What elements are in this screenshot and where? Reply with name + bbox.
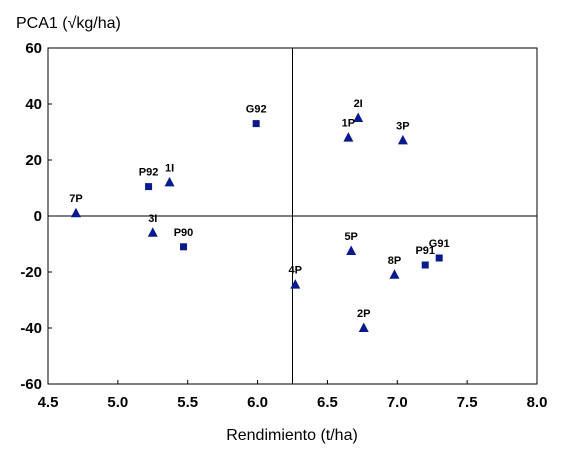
x-tick-label: 8.0 xyxy=(527,394,548,411)
x-tick-label: 4.5 xyxy=(38,394,59,411)
y-tick-label: -40 xyxy=(20,320,42,337)
triangle-marker xyxy=(70,207,81,218)
point-label: P91 xyxy=(415,245,435,257)
point-label: 3P xyxy=(396,120,409,132)
point-label: P90 xyxy=(174,227,194,239)
point-label: G92 xyxy=(246,104,267,116)
triangle-marker xyxy=(343,132,354,142)
triangle-marker xyxy=(164,176,175,187)
y-tick-label: -60 xyxy=(20,376,42,393)
triangle-marker xyxy=(397,134,408,145)
x-axis-title: Rendimiento (t/ha) xyxy=(226,427,358,444)
triangle-marker xyxy=(346,245,357,255)
x-tick-label: 6.5 xyxy=(317,394,338,411)
triangle-marker xyxy=(358,322,369,332)
square-marker xyxy=(180,243,188,251)
y-tick-label: -20 xyxy=(20,264,42,281)
point-label: 4P xyxy=(289,265,302,277)
triangle-marker xyxy=(353,112,364,122)
y-axis-ticks: 60 40 20 0 -20 -40 -60 xyxy=(20,40,52,393)
y-axis-title: PCA1 (√kg/ha) xyxy=(16,15,121,32)
point-label: P92 xyxy=(139,167,159,179)
x-axis-ticks: 4.5 5.0 5.5 6.0 6.5 7.0 7.5 8.0 xyxy=(38,380,548,411)
y-tick-label: 20 xyxy=(25,152,42,169)
y-tick-label: 40 xyxy=(25,96,42,113)
y-tick-label: 0 xyxy=(34,208,42,225)
point-label: 1P xyxy=(342,118,355,130)
square-marker xyxy=(421,261,429,269)
y-tick-label: 60 xyxy=(25,40,42,57)
x-tick-label: 5.5 xyxy=(177,394,198,411)
x-tick-label: 7.5 xyxy=(457,394,478,411)
point-label: 5P xyxy=(344,231,357,243)
point-label: 3I xyxy=(148,213,157,225)
x-tick-label: 7.0 xyxy=(387,394,408,411)
x-tick-label: 6.0 xyxy=(247,394,268,411)
point-label: 2I xyxy=(354,98,363,110)
point-label: G91 xyxy=(429,238,450,250)
point-label: 8P xyxy=(388,255,401,267)
square-marker xyxy=(252,120,260,128)
point-label: 7P xyxy=(69,193,82,205)
point-label: 1I xyxy=(165,162,174,174)
point-label: 2P xyxy=(357,308,370,320)
square-marker xyxy=(435,254,443,262)
x-tick-label: 5.0 xyxy=(107,394,128,411)
triangle-marker xyxy=(290,279,301,289)
triangle-marker xyxy=(147,227,158,237)
square-marker xyxy=(145,183,153,191)
triangle-marker xyxy=(389,269,400,279)
